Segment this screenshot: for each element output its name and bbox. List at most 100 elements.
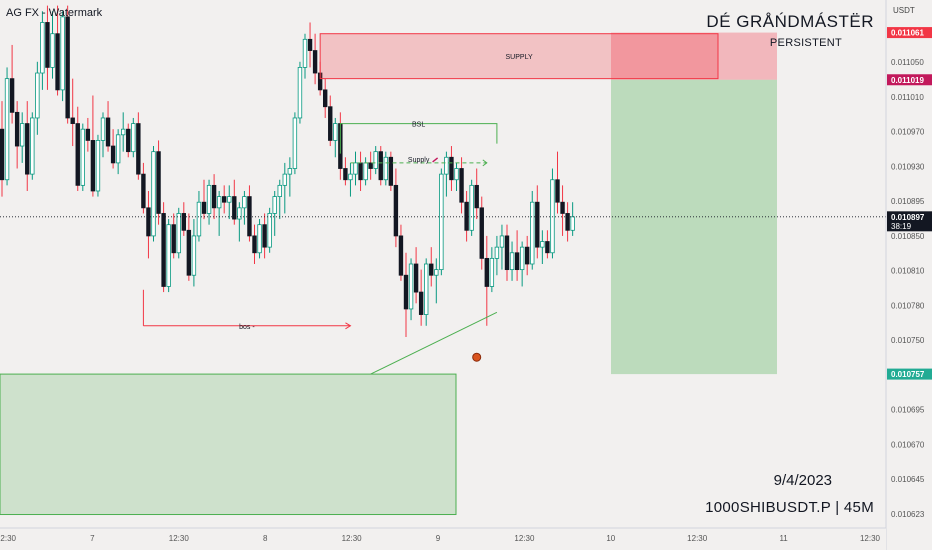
candle-body	[166, 224, 171, 287]
candle-body	[70, 117, 75, 124]
candle-body	[156, 151, 161, 214]
bos-arrowhead	[345, 322, 352, 330]
date-stamp: 9/4/2023	[773, 472, 832, 489]
bsl-bracket	[339, 123, 498, 154]
brand-title: DÉ GRÅŃDMÁSTËR	[706, 12, 874, 31]
candle-body	[388, 156, 394, 186]
candle-body	[252, 235, 257, 254]
time-tick-label: 10	[606, 534, 615, 543]
candle-body	[105, 117, 111, 147]
candle-body	[232, 196, 237, 220]
annotations-layer: bos - BSL Supply	[0, 122, 886, 375]
currency-unit: USDT	[893, 6, 915, 15]
price-tick-label: 0.010970	[891, 128, 925, 137]
price-tick-label: 0.010895	[891, 197, 925, 206]
candle-body	[50, 33, 55, 68]
time-tick-label: 12:30	[169, 534, 190, 543]
candle-body	[535, 201, 540, 248]
candle-body	[181, 213, 186, 231]
supply-arrowhead	[482, 159, 488, 167]
candle-body	[322, 89, 328, 108]
price-tick-label: 0.010623	[891, 510, 925, 519]
candle-body	[216, 196, 222, 209]
price-marker	[887, 211, 932, 232]
candle-body	[408, 263, 414, 310]
candle-body	[312, 50, 318, 74]
price-marker-label: 0.011019	[891, 76, 924, 85]
supply-annotation-label: Supply	[408, 157, 430, 164]
time-axis[interactable]: 12:30 7 12:30 8 12:30 9 12:30 10 12:30 11 12:30	[0, 527, 886, 550]
time-tick-label: 8	[263, 534, 268, 543]
candle-body	[206, 184, 212, 214]
zone-short-risk-2	[611, 32, 777, 80]
candle-body	[545, 241, 550, 254]
candle-body	[464, 201, 469, 231]
candle-body	[373, 151, 378, 169]
candle-body	[100, 117, 106, 141]
candle-body	[237, 207, 242, 220]
candle-body	[9, 78, 15, 113]
candle-body	[328, 106, 333, 141]
candle-body	[262, 224, 267, 248]
candle-body	[509, 252, 515, 271]
candle-body	[45, 22, 50, 68]
candle-body	[403, 274, 409, 310]
bsl-label: BSL	[412, 122, 425, 129]
candle-body	[75, 123, 80, 186]
candle-body	[85, 128, 91, 141]
candle-body	[398, 235, 404, 276]
candle-body	[525, 246, 530, 265]
trendline	[370, 311, 498, 375]
zones-background	[0, 32, 777, 516]
candle-body	[80, 128, 85, 186]
candle-body	[171, 224, 176, 254]
candle-body	[161, 213, 166, 287]
zone-short-target-3	[611, 79, 777, 375]
candle-body	[353, 162, 358, 175]
time-tick-label: 7	[90, 534, 95, 543]
money-bag-icon	[472, 352, 482, 362]
candle-body	[292, 117, 298, 169]
candle-body	[221, 196, 227, 203]
candle-body	[282, 173, 287, 186]
price-marker-label: 0.010757	[891, 370, 925, 379]
time-axis-bg	[0, 528, 886, 550]
candle-body	[348, 173, 353, 181]
price-axis[interactable]: 0.011050 0.011010 0.010970 0.010930 0.010895…	[885, 0, 932, 550]
candle-body	[307, 38, 313, 51]
brand-tagline: PERSISTENT	[769, 37, 842, 49]
candle-body	[449, 156, 454, 181]
candle-body	[287, 168, 293, 175]
candle-body	[514, 252, 520, 271]
zone-label-supply: SUPPLY	[506, 54, 533, 61]
zone-supply-0	[319, 33, 719, 80]
bos-label: bos -	[239, 324, 255, 331]
candle-body	[439, 173, 444, 271]
candle-body	[35, 72, 40, 119]
candle-body	[479, 207, 484, 259]
candle-body	[363, 162, 368, 181]
candle-body	[257, 224, 262, 254]
price-tick-label: 0.010850	[891, 232, 925, 241]
candle-body	[444, 156, 449, 175]
time-tick-label: 12:30	[342, 534, 363, 543]
price-tick-label: 0.010695	[891, 406, 925, 415]
price-tick-label: 0.010670	[891, 440, 925, 449]
time-tick-label: 12:30	[0, 534, 17, 543]
watermark-title: AG FX - Watermark	[6, 7, 103, 19]
candle-body	[459, 168, 464, 203]
candles-layer	[0, 5, 575, 338]
candle-body	[247, 196, 252, 237]
candle-body	[146, 207, 151, 237]
candle-body	[131, 123, 136, 153]
zones-foreground: SUPPLY	[319, 33, 719, 80]
candle-body	[519, 246, 525, 271]
zone-demand-1	[0, 373, 457, 516]
candle-body	[4, 78, 10, 181]
time-tick-label: 12:30	[514, 534, 535, 543]
candle-body	[550, 179, 555, 254]
candle-body	[211, 184, 217, 209]
candle-body	[343, 168, 348, 181]
